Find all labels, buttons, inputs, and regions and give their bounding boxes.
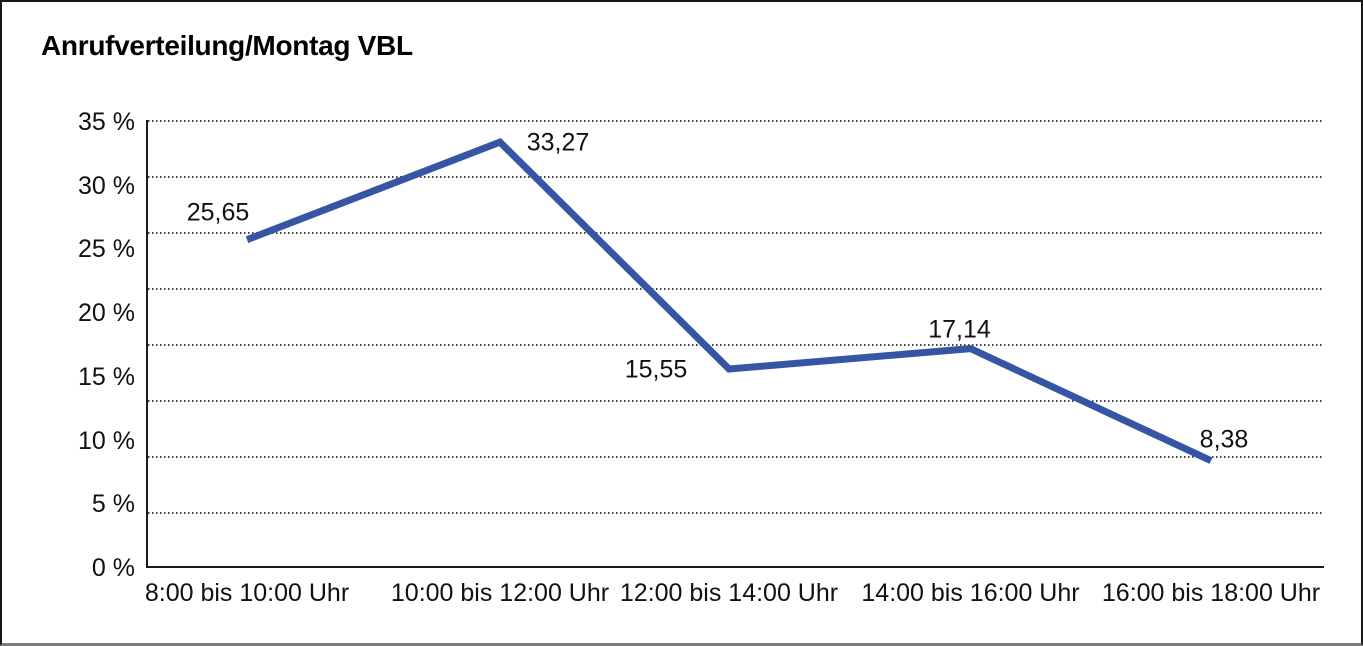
y-tick-label: 20 % bbox=[78, 299, 135, 328]
y-tick-label: 30 % bbox=[78, 171, 135, 200]
x-tick-label: 10:00 bis 12:00 Uhr bbox=[390, 579, 610, 607]
point-value-label: 8,38 bbox=[1199, 425, 1249, 454]
point-value-label: 33,27 bbox=[526, 128, 590, 157]
chart-title: Anrufverteilung/Montag VBL bbox=[41, 30, 413, 61]
gridline bbox=[148, 176, 1324, 178]
x-tick-label: 16:00 bis 18:00 Uhr bbox=[1101, 579, 1321, 607]
x-tick-label: 14:00 bis 16:00 Uhr bbox=[861, 579, 1080, 607]
gridline bbox=[148, 120, 1324, 122]
y-tick-label: 25 % bbox=[78, 235, 135, 264]
gridline bbox=[148, 232, 1324, 234]
point-value-label: 17,14 bbox=[928, 315, 991, 344]
gridline bbox=[148, 512, 1324, 514]
point-value-label: 25,65 bbox=[186, 198, 250, 227]
gridline bbox=[148, 400, 1324, 402]
plot-area bbox=[146, 120, 1324, 568]
gridline bbox=[148, 344, 1324, 346]
y-tick-label: 15 % bbox=[78, 362, 135, 391]
y-tick-label: 35 % bbox=[78, 108, 135, 136]
x-tick-label: 12:00 bis 14:00 Uhr bbox=[619, 579, 839, 607]
y-tick-label: 5 % bbox=[91, 490, 135, 519]
point-value-label: 15,55 bbox=[624, 355, 688, 384]
y-tick-label: 10 % bbox=[78, 426, 135, 455]
x-tick-label: 8:00 bis 10:00 Uhr bbox=[144, 579, 350, 607]
gridline bbox=[148, 288, 1324, 290]
y-tick-label: 0 % bbox=[91, 554, 135, 582]
gridline bbox=[148, 456, 1324, 458]
